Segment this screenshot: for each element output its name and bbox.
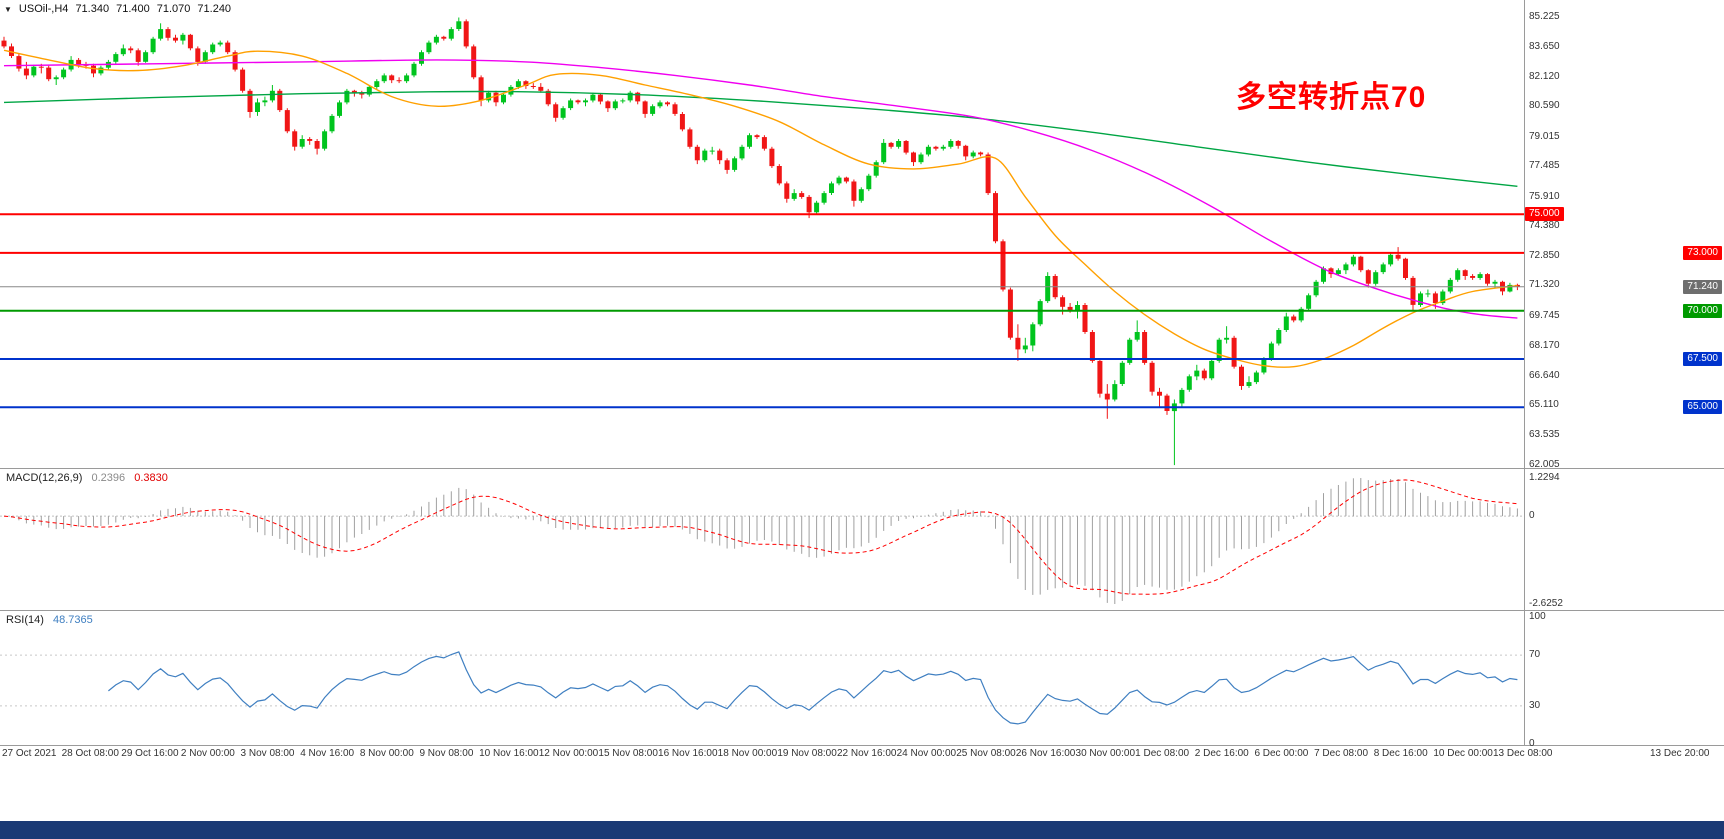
macd-signal-line — [3, 479, 1518, 595]
time-axis-label: 8 Dec 16:00 — [1373, 748, 1428, 759]
price-scale-label: 82.120 — [1529, 70, 1560, 82]
time-axis-label: 24 Nov 00:00 — [896, 748, 957, 759]
time-axis-label: 22 Nov 16:00 — [836, 748, 897, 759]
ma-fast-line — [3, 49, 1518, 368]
time-axis-label: 9 Nov 08:00 — [419, 748, 474, 759]
price-level-tag: 65.000 — [1683, 400, 1722, 415]
ohlc-close-value: 71.240 — [197, 3, 232, 15]
rsi-value: 48.7365 — [52, 614, 93, 626]
chart-header: ▼ USOil-,H4 71.340 71.400 71.070 71.240 — [4, 3, 231, 15]
time-axis-label: 25 Nov 08:00 — [956, 748, 1016, 759]
price-scale-label: 66.640 — [1529, 369, 1560, 381]
rsi-scale-label: 100 — [1529, 611, 1546, 622]
time-axis-label: 2 Nov 00:00 — [180, 748, 235, 759]
ohlc-low-value: 71.070 — [156, 3, 191, 15]
chart-annotation-text: 多空转折点70 — [1236, 81, 1427, 114]
price-scale-label: 68.170 — [1529, 340, 1560, 352]
time-axis-label: 6 Dec 00:00 — [1254, 748, 1309, 759]
candles-layer — [1, 17, 1520, 466]
price-level-tag: 75.000 — [1525, 207, 1564, 222]
macd-scale-label: 0 — [1529, 510, 1535, 522]
price-scale-label: 83.650 — [1529, 41, 1560, 53]
price-scale-label: 85.225 — [1529, 11, 1560, 22]
time-axis-label: 15 Nov 08:00 — [598, 748, 658, 759]
macd-scale-label: -2.6252 — [1529, 598, 1563, 609]
time-axis-label: 2 Dec 16:00 — [1194, 748, 1249, 759]
time-axis-label: 4 Nov 16:00 — [300, 748, 355, 759]
price-scale-label: 62.005 — [1529, 459, 1560, 470]
rsi-scale-label: 0 — [1529, 738, 1535, 749]
time-axis-label: 13 Dec 08:00 — [1493, 748, 1553, 759]
price-scale[interactable]: 85.225 83.650 82.120 80.590 79.015 77.485 75.9… — [1524, 0, 1724, 764]
price-scale-label: 80.590 — [1529, 100, 1560, 112]
time-axis-label: 3 Nov 08:00 — [240, 748, 295, 759]
time-axis-label: 12 Nov 00:00 — [538, 748, 599, 759]
time-axis-label: 1 Dec 08:00 — [1135, 748, 1190, 759]
macd-name: MACD(12,26,9) — [6, 472, 83, 484]
price-scale-label: 79.015 — [1529, 130, 1560, 142]
ohlc-high-value: 71.400 — [116, 3, 150, 15]
price-scale-label: 63.535 — [1529, 429, 1560, 441]
price-scale-label: 71.320 — [1529, 279, 1560, 291]
macd-histogram — [11, 478, 1518, 604]
time-axis-label: 19 Nov 08:00 — [777, 748, 837, 759]
time-axis-label: 30 Nov 00:00 — [1075, 748, 1136, 759]
time-axis-label: 28 Oct 08:00 — [61, 748, 119, 759]
price-scale-label: 77.485 — [1529, 160, 1560, 172]
time-axis-label: 18 Nov 00:00 — [717, 748, 778, 759]
time-axis-label: 7 Dec 08:00 — [1314, 748, 1369, 759]
time-axis[interactable]: 27 Oct 2021 28 Oct 08:00 29 Oct 16:00 2 Nov… — [0, 746, 1724, 764]
time-axis-label: 27 Oct 2021 — [2, 748, 57, 759]
time-axis-label: 16 Nov 16:00 — [658, 748, 718, 759]
time-axis-label: 10 Dec 00:00 — [1433, 748, 1493, 759]
macd-indicator-label: MACD(12,26,9) 0.2396 0.3830 — [6, 472, 174, 484]
rsi-name: RSI(14) — [6, 614, 44, 626]
symbol-timeframe-label: USOil-,H4 — [18, 3, 69, 15]
price-level-tag: 73.000 — [1683, 245, 1722, 260]
price-scale-label: 75.910 — [1529, 190, 1560, 202]
rsi-scale-label: 70 — [1529, 649, 1541, 661]
rsi-line — [108, 651, 1518, 725]
symbol-dropdown-icon[interactable]: ▼ — [4, 4, 12, 14]
time-axis-label: 13 Dec 20:00 — [1650, 748, 1710, 759]
macd-scale-label: 1.2294 — [1529, 472, 1560, 483]
price-scale-label: 74.380 — [1529, 220, 1560, 232]
taskbar — [0, 821, 1724, 839]
rsi-scale-label: 30 — [1529, 699, 1541, 711]
price-scale-label: 72.850 — [1529, 249, 1560, 261]
price-level-tag: 67.500 — [1683, 351, 1722, 366]
time-axis-label: 26 Nov 16:00 — [1015, 748, 1076, 759]
current-price-tag: 71.240 — [1683, 279, 1722, 294]
time-axis-label: 10 Nov 16:00 — [479, 748, 539, 759]
ohlc-open-value: 71.340 — [75, 3, 110, 15]
price-scale-label: 65.110 — [1529, 399, 1559, 411]
ma-mid-line — [3, 59, 1518, 319]
ma-slow-line — [3, 90, 1518, 187]
macd-signal-value: 0.3830 — [134, 472, 168, 484]
time-axis-label: 29 Oct 16:00 — [121, 748, 179, 759]
rsi-indicator-label: RSI(14) 48.7365 — [6, 614, 99, 626]
macd-main-value: 0.2396 — [91, 472, 126, 484]
time-axis-label: 8 Nov 00:00 — [359, 748, 414, 759]
price-level-tag: 70.000 — [1683, 303, 1722, 318]
price-scale-label: 69.745 — [1529, 309, 1560, 321]
